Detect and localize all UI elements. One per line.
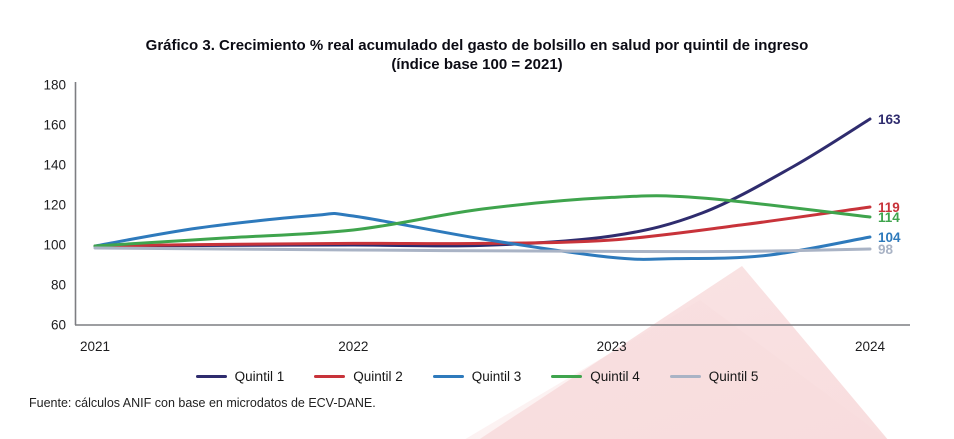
x-tick-label: 2023: [597, 339, 627, 354]
legend-item-quintil-4: Quintil 4: [551, 369, 640, 384]
legend-label-quintil-4: Quintil 4: [590, 369, 640, 384]
legend-label-quintil-2: Quintil 2: [353, 369, 403, 384]
series-line-quintil-3: [93, 211, 872, 261]
y-tick-label: 80: [51, 278, 66, 293]
y-tick-label: 140: [43, 158, 66, 173]
end-value-label-quintil-1: 163: [878, 112, 901, 127]
legend-item-quintil-2: Quintil 2: [314, 369, 403, 384]
end-value-label-quintil-5: 98: [878, 242, 894, 257]
legend-swatch-quintil-3: [432, 374, 464, 379]
legend-label-quintil-1: Quintil 1: [234, 369, 285, 384]
legend-swatch-quintil-1: [195, 374, 227, 379]
legend-item-quintil-1: Quintil 1: [195, 369, 285, 384]
x-tick-label: 2022: [338, 339, 368, 354]
legend-swatch-quintil-2: [314, 374, 346, 379]
chart-legend: Quintil 1 Quintil 2 Quintil 3 Quintil 4 Quin…: [0, 369, 954, 384]
x-tick-label: 2024: [855, 339, 886, 354]
end-value-label-quintil-2: 119: [878, 200, 900, 215]
legend-label-quintil-3: Quintil 3: [471, 369, 522, 384]
y-tick-label: 160: [43, 118, 66, 133]
legend-item-quintil-5: Quintil 5: [669, 369, 759, 384]
chart-title-line1: Gráfico 3. Crecimiento % real acumulado …: [145, 37, 809, 54]
series-line-quintil-4: [93, 194, 872, 248]
chart-title-line2: (índice base 100 = 2021): [391, 56, 563, 73]
chart-title: Gráfico 3. Crecimiento % real acumulado …: [0, 36, 954, 74]
end-value-label-quintil-4: 114: [878, 210, 900, 225]
legend-label-quintil-5: Quintil 5: [708, 369, 759, 384]
x-tick-label: 2021: [80, 339, 110, 354]
series-line-quintil-5: [93, 246, 872, 254]
y-tick-label: 60: [51, 318, 66, 333]
y-tick-label: 120: [43, 198, 66, 213]
y-tick-label: 100: [43, 238, 66, 253]
y-tick-label: 180: [43, 78, 66, 93]
source-note: Fuente: cálculos ANIF con base en microd…: [29, 396, 376, 410]
series-line-quintil-2: [93, 205, 872, 248]
legend-item-quintil-3: Quintil 3: [432, 369, 522, 384]
legend-swatch-quintil-5: [669, 374, 701, 379]
legend-swatch-quintil-4: [551, 374, 583, 379]
end-value-label-quintil-3: 104: [878, 230, 901, 245]
